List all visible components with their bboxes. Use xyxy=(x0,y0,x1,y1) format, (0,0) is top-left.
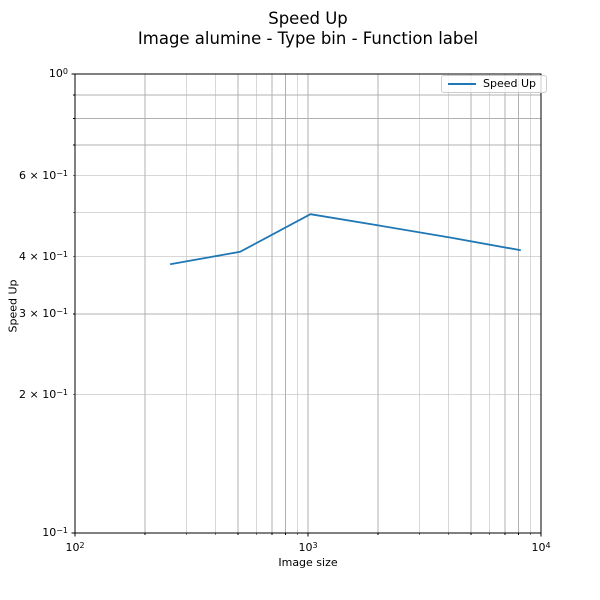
chart-title-line1: Speed Up xyxy=(268,9,348,28)
x-tick-label: 102 xyxy=(65,541,85,554)
legend: Speed Up xyxy=(441,75,547,93)
chart-title: Speed Up Image alumine - Type bin - Func… xyxy=(75,9,541,48)
y-tick-label: 6 × 10−1 xyxy=(18,168,68,182)
y-axis-label: Speed Up xyxy=(6,279,20,333)
y-tick-label: 100 xyxy=(48,67,68,80)
x-tick-label: 104 xyxy=(531,541,551,554)
y-tick-label: 10−1 xyxy=(42,526,68,539)
y-tick-label: 4 × 10−1 xyxy=(18,249,68,263)
x-tick-label: 103 xyxy=(298,541,318,554)
series-line xyxy=(169,213,521,266)
chart-title-line2: Image alumine - Type bin - Function labe… xyxy=(137,28,479,48)
y-tick-label: 3 × 10−1 xyxy=(18,307,68,320)
legend-entry-label: Speed Up xyxy=(483,77,537,90)
y-tick-label: 2 × 10−1 xyxy=(18,387,68,401)
legend-line-sample-icon xyxy=(448,83,476,85)
x-axis-label: Image size xyxy=(278,556,338,569)
